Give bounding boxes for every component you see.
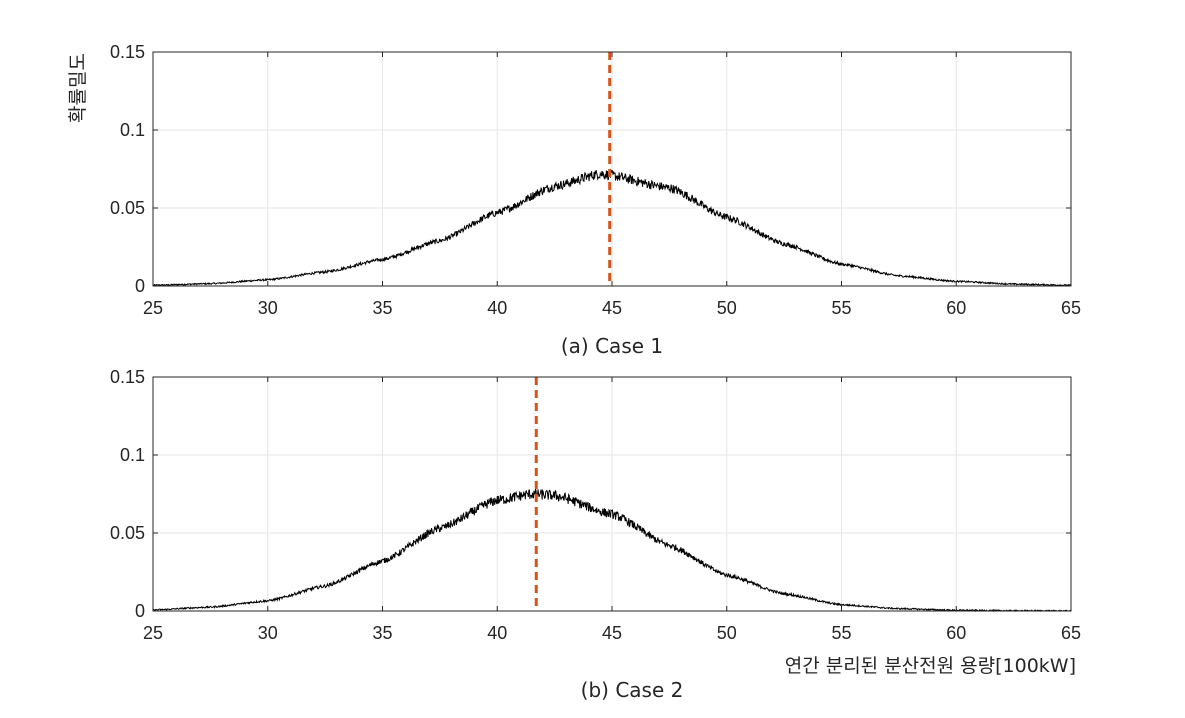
- y-tick-label: 0: [135, 276, 145, 296]
- x-tick-label: 65: [1061, 623, 1081, 643]
- chart-case-2: 25 30 35 40 45 50 55 60 65 0 0.05 0.1 0.15 연간 분리된 분…: [110, 367, 1081, 702]
- x-tick-label: 35: [372, 623, 392, 643]
- y-tick-label: 0.05: [110, 523, 145, 543]
- x-tick-label: 45: [602, 298, 622, 318]
- x-tick-label: 25: [143, 623, 163, 643]
- x-tick-label: 60: [946, 623, 966, 643]
- x-tick-label: 30: [258, 623, 278, 643]
- chart-case-1: 25 30 35 40 45 50 55 60 65 0 0.05 0.1 0.15 확률밀도 (a)…: [67, 42, 1081, 358]
- x-tick-label: 50: [717, 298, 737, 318]
- x-tick-label: 50: [717, 623, 737, 643]
- density-curve: [152, 487, 1072, 613]
- grid: [153, 52, 1071, 286]
- y-tick-label: 0.15: [110, 42, 145, 62]
- x-tick-label: 60: [946, 298, 966, 318]
- x-tick-label: 30: [258, 298, 278, 318]
- x-tick-labels: 25 30 35 40 45 50 55 60 65: [143, 377, 1081, 643]
- y-tick-label: 0: [135, 601, 145, 621]
- density-curve: [152, 169, 1072, 287]
- x-tick-label: 55: [831, 623, 851, 643]
- y-tick-label: 0.15: [110, 367, 145, 387]
- y-tick-labels: 0 0.05 0.1 0.15: [110, 367, 1071, 621]
- x-tick-label: 55: [831, 298, 851, 318]
- chart-caption: (a) Case 1: [561, 334, 663, 358]
- y-tick-label: 0.05: [110, 198, 145, 218]
- x-tick-label: 65: [1061, 298, 1081, 318]
- chart-caption: (b) Case 2: [581, 678, 684, 702]
- y-tick-labels: 0 0.05 0.1 0.15: [110, 42, 1071, 296]
- x-tick-label: 40: [487, 298, 507, 318]
- y-axis-label: 확률밀도: [67, 53, 89, 123]
- y-tick-label: 0.1: [120, 445, 145, 465]
- x-tick-label: 35: [372, 298, 392, 318]
- x-tick-label: 25: [143, 298, 163, 318]
- y-tick-label: 0.1: [120, 120, 145, 140]
- x-axis-label: 연간 분리된 분산전원 용량[100kW]: [785, 655, 1076, 677]
- x-tick-label: 40: [487, 623, 507, 643]
- x-tick-label: 45: [602, 623, 622, 643]
- grid: [153, 377, 1071, 611]
- x-tick-labels: 25 30 35 40 45 50 55 60 65: [143, 52, 1081, 318]
